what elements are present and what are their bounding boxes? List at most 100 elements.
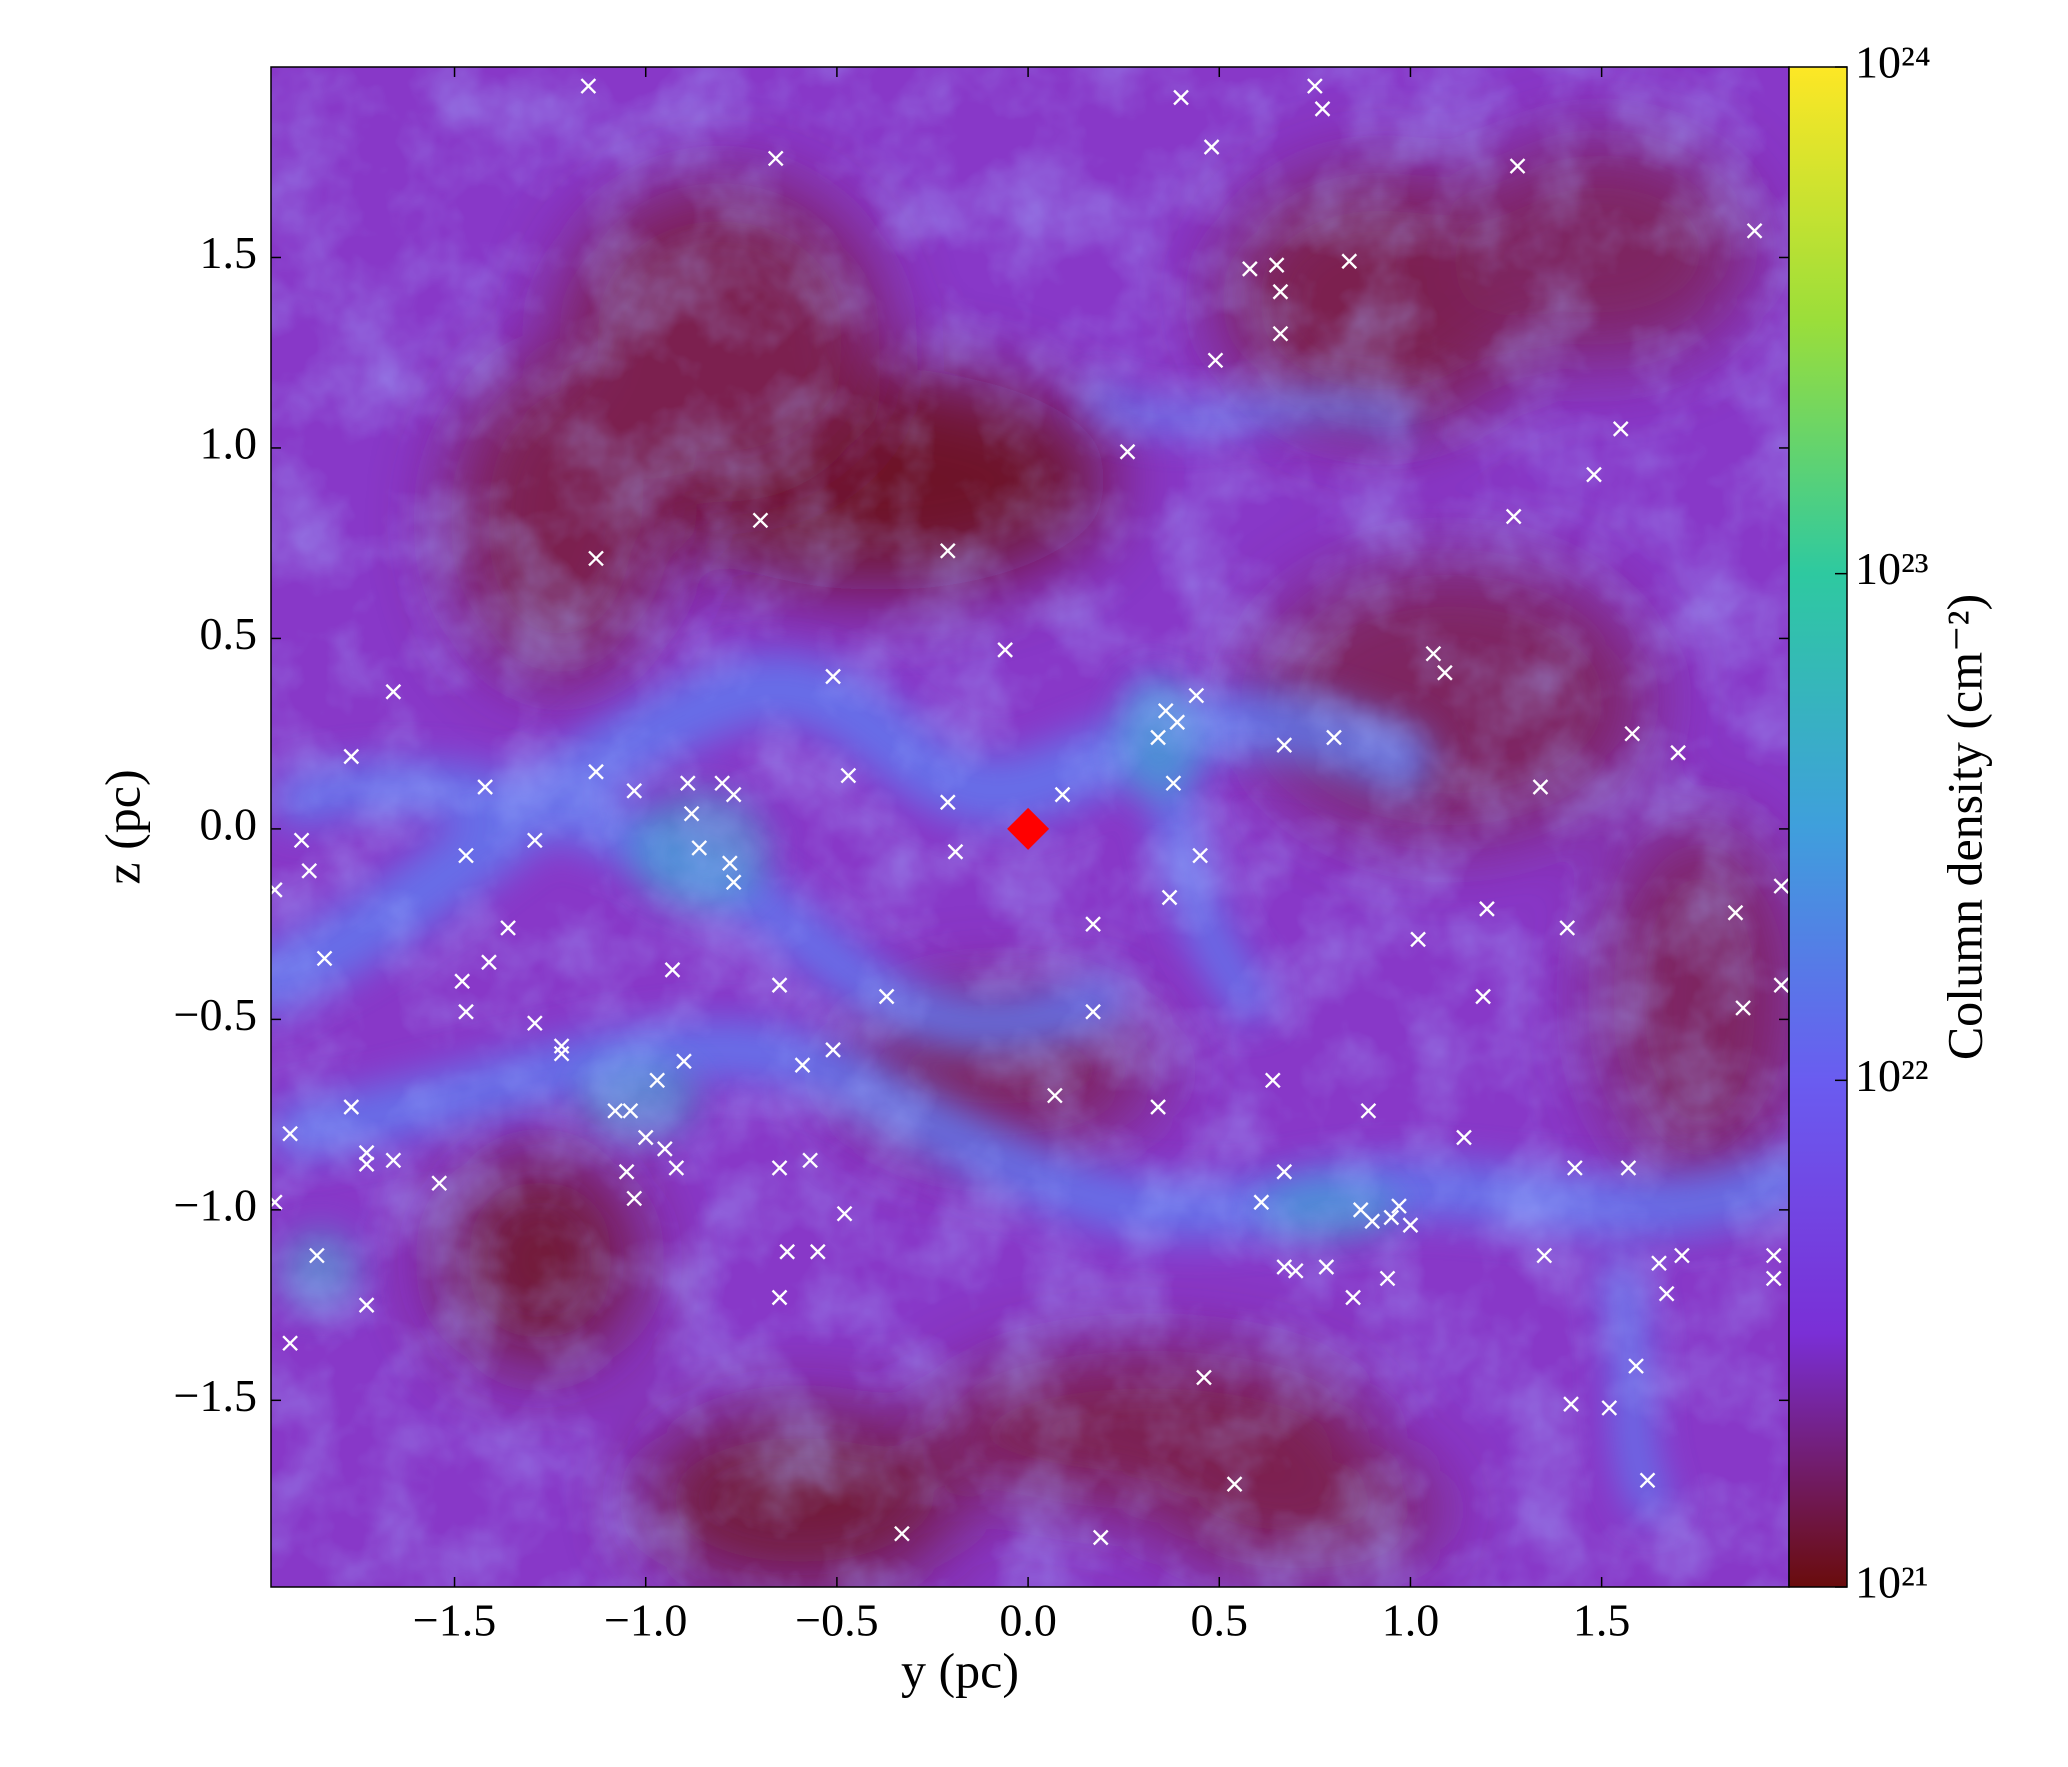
sink-marker xyxy=(1410,931,1426,948)
sink-marker xyxy=(679,775,696,792)
sink-marker xyxy=(266,882,283,898)
sink-marker xyxy=(343,1099,360,1115)
sink-marker xyxy=(1203,139,1220,155)
sink-marker xyxy=(947,843,964,860)
sink-marker xyxy=(1207,352,1224,369)
sink-marker xyxy=(1727,904,1744,921)
sink-marker xyxy=(668,1160,685,1176)
sink-marker xyxy=(1054,786,1071,803)
sink-marker xyxy=(1276,1259,1293,1275)
sink-marker xyxy=(1559,920,1576,936)
sink-marker xyxy=(664,962,681,978)
sink-marker xyxy=(1268,257,1285,273)
sink-marker xyxy=(1505,508,1522,525)
sink-marker xyxy=(1047,1087,1063,1104)
sink-marker xyxy=(1624,725,1641,742)
sink-marker xyxy=(553,1038,570,1054)
x-tick-label: 0.0 xyxy=(999,1595,1057,1646)
sink-marker xyxy=(894,1525,910,1542)
sink-marker xyxy=(293,832,310,849)
sink-marker xyxy=(1360,1102,1377,1119)
sink-marker xyxy=(607,1102,623,1119)
sink-marker xyxy=(649,1072,666,1089)
sink-marker xyxy=(1765,1270,1782,1287)
sink-marker xyxy=(1272,325,1289,342)
sink-marker xyxy=(1379,1270,1396,1287)
sink-marker xyxy=(1169,714,1186,731)
y-tick-label: 0.0 xyxy=(200,798,258,849)
colorbar-tick-label: 10²² xyxy=(1855,1050,1929,1101)
sink-marker xyxy=(309,1247,325,1264)
sink-marker xyxy=(385,1152,402,1169)
sink-marker xyxy=(725,786,742,803)
y-tick-label: −1.5 xyxy=(174,1370,257,1421)
sink-marker xyxy=(1670,744,1686,761)
sink-marker xyxy=(1276,737,1293,753)
sink-marker xyxy=(1196,1369,1212,1386)
sink-marker xyxy=(825,1042,841,1058)
sink-marker xyxy=(771,1289,788,1306)
sink-marker xyxy=(771,977,788,993)
sink-marker xyxy=(343,748,360,765)
sink-marker xyxy=(637,1129,654,1146)
sink-marker xyxy=(1475,988,1491,1005)
sink-marker xyxy=(1192,847,1208,864)
sink-marker xyxy=(1612,421,1629,437)
sink-marker xyxy=(878,988,895,1005)
sink-marker xyxy=(1658,1285,1675,1302)
sink-marker xyxy=(1287,1262,1304,1279)
sink-marker xyxy=(1563,1396,1579,1412)
sink-marker xyxy=(481,954,497,971)
sink-marker xyxy=(1773,878,1790,894)
sink-marker xyxy=(794,1057,811,1073)
colorbar-tick-label: 10²³ xyxy=(1855,543,1929,594)
sink-marker xyxy=(1318,1259,1335,1275)
sink-marker xyxy=(1253,1194,1270,1211)
sink-marker xyxy=(1628,1358,1644,1374)
sink-marker xyxy=(626,1190,643,1207)
sink-marker xyxy=(1364,1213,1381,1230)
sink-marker xyxy=(1651,1255,1667,1272)
y-tick-label: 0.5 xyxy=(200,608,258,659)
sink-marker xyxy=(580,78,597,94)
sink-marker xyxy=(939,542,956,559)
sink-marker xyxy=(1092,1529,1109,1546)
sink-marker xyxy=(458,1003,474,1020)
x-tick-label: −1.5 xyxy=(413,1595,496,1646)
sink-marker xyxy=(1532,779,1549,795)
sink-marker xyxy=(1383,1209,1400,1226)
sink-marker xyxy=(622,1102,639,1119)
y-tick-label: 1.5 xyxy=(200,227,258,278)
y-tick-label: −0.5 xyxy=(174,989,257,1040)
sink-marker xyxy=(454,973,471,990)
sink-marker xyxy=(385,683,402,700)
sink-marker xyxy=(809,1243,826,1260)
sink-marker xyxy=(282,1335,298,1352)
sink-marker xyxy=(1479,901,1495,917)
sink-marker xyxy=(997,642,1013,658)
x-tick-label: 1.0 xyxy=(1382,1595,1440,1646)
sink-marker xyxy=(1402,1217,1419,1233)
sink-marker xyxy=(1188,687,1205,704)
sink-marker xyxy=(836,1205,853,1222)
sink-marker xyxy=(771,1160,788,1176)
sink-marker xyxy=(1620,1160,1637,1176)
sink-marker xyxy=(316,950,333,967)
sink-marker xyxy=(358,1144,375,1161)
colorbar-label: Column density (cm⁻²) xyxy=(1936,594,1992,1060)
sink-marker xyxy=(553,1045,570,1062)
sink-marker xyxy=(282,1125,298,1142)
sink-marker xyxy=(1341,253,1358,270)
colorbar-tick-label: 10²¹ xyxy=(1855,1557,1929,1608)
sink-marker xyxy=(1161,889,1178,906)
sink-marker xyxy=(1567,1160,1583,1176)
sink-marker xyxy=(676,1053,692,1070)
sink-marker xyxy=(1773,977,1790,993)
sink-marker xyxy=(683,805,700,822)
sink-marker xyxy=(266,1194,283,1211)
sink-marker xyxy=(1345,1289,1361,1306)
sink-marker xyxy=(1639,1472,1656,1489)
sink-marker xyxy=(1586,466,1602,483)
x-tick-label: 0.5 xyxy=(1191,1595,1249,1646)
